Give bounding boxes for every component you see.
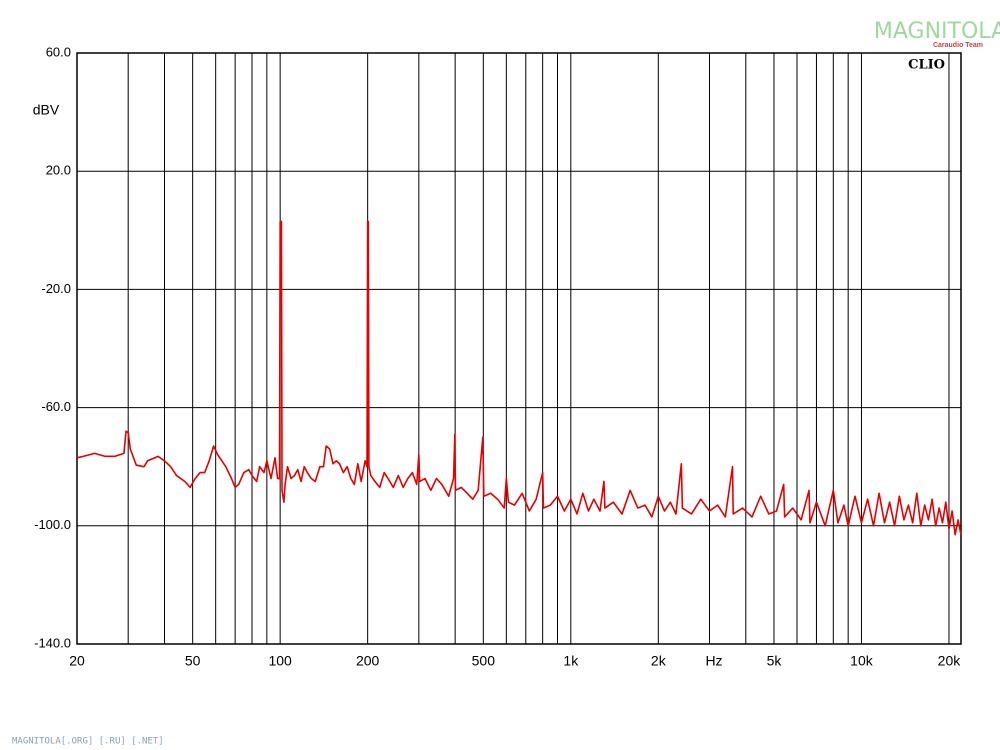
y-tick-label: 20.0 — [46, 163, 71, 178]
x-tick-label: 100 — [268, 653, 292, 669]
x-tick-label: 2k — [651, 653, 667, 669]
watermark-subtitle: Caraudio Team — [933, 42, 983, 49]
y-tick-label: 60.0 — [46, 44, 71, 59]
y-tick-label: -60.0 — [41, 399, 71, 414]
x-tick-label: 5k — [767, 653, 783, 669]
x-tick-label: 50 — [185, 653, 201, 669]
x-tick-label: 20k — [938, 653, 962, 669]
x-axis-label: Hz — [705, 653, 722, 669]
x-tick-label: 500 — [472, 653, 496, 669]
brand-label: CLIO — [908, 58, 945, 73]
x-tick-label: 10k — [850, 653, 874, 669]
y-tick-label: -20.0 — [41, 281, 71, 296]
data-line — [76, 220, 962, 536]
x-tick-label: 20 — [69, 653, 85, 669]
x-tick-label: 200 — [356, 653, 380, 669]
x-tick-label: 1k — [563, 653, 579, 669]
y-tick-label: -100.0 — [34, 517, 71, 532]
footer: MAGNITOLA[.ORG] [.RU] [.NET] — [12, 737, 164, 747]
plot-frame — [76, 52, 962, 645]
y-axis-label: dBV — [33, 102, 60, 118]
watermark-title: MAGNITOLA — [874, 19, 1000, 44]
y-tick-label: -140.0 — [34, 635, 71, 650]
